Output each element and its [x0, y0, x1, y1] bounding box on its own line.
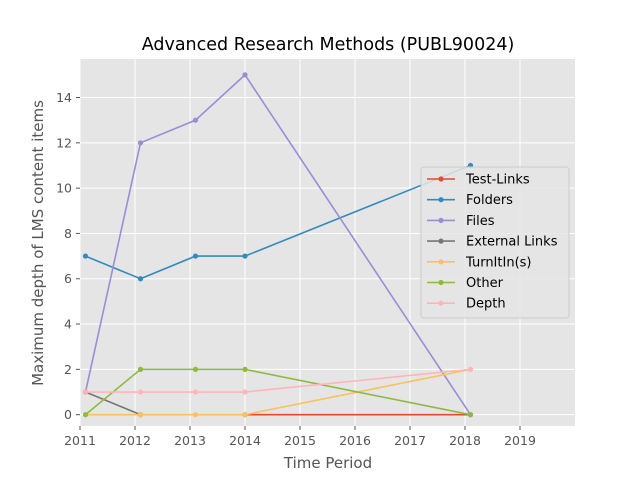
data-point — [137, 276, 144, 282]
series-depth — [82, 366, 474, 395]
x-tick-label: 2015 — [284, 433, 316, 448]
legend-swatch-marker — [438, 217, 444, 223]
x-tick-label: 2017 — [394, 433, 426, 448]
data-point — [82, 389, 89, 395]
x-tick-label: 2014 — [229, 433, 261, 448]
legend-item: External Links — [427, 235, 558, 250]
legend-swatch-marker — [438, 176, 444, 182]
legend-item: Depth — [427, 297, 506, 312]
data-point — [137, 366, 144, 372]
legend-label: TurnItIn(s) — [465, 255, 531, 270]
legend-label: Folders — [466, 193, 513, 208]
y-tick-label: 10 — [56, 181, 72, 196]
chart-title: Advanced Research Methods (PUBL90024) — [142, 35, 515, 55]
data-point — [242, 72, 248, 78]
data-point — [467, 366, 474, 372]
legend-swatch-marker — [438, 197, 444, 203]
x-tick-label: 2012 — [119, 433, 151, 448]
legend-item: Folders — [427, 193, 513, 208]
y-tick-label: 14 — [56, 90, 72, 105]
y-tick-label: 4 — [64, 317, 72, 332]
x-axis-ticks: 2011 2012 2013 2014 2015 2016 2017 2018 2019 — [64, 426, 536, 448]
y-tick-label: 12 — [56, 135, 72, 150]
data-point — [82, 412, 89, 418]
y-tick-label: 2 — [64, 362, 72, 377]
data-point — [467, 412, 474, 418]
legend-swatch-marker — [438, 259, 444, 265]
x-axis-label: Time Period — [283, 454, 372, 472]
data-point — [242, 366, 248, 372]
legend-item: Test-Links — [427, 173, 530, 188]
series-layer — [82, 72, 474, 418]
legend-label: Test-Links — [465, 173, 530, 188]
legend-label: Other — [466, 276, 504, 291]
y-tick-label: 0 — [64, 407, 72, 422]
legend-item: Other — [427, 276, 504, 291]
legend-swatch-marker — [438, 279, 444, 286]
legend: Test-Links Folders Files External Links Turn… — [420, 166, 570, 319]
y-tick-label: 8 — [64, 226, 72, 241]
data-point — [192, 389, 199, 395]
x-tick-label: 2011 — [64, 433, 96, 448]
data-point — [137, 389, 144, 395]
series-line — [85, 391, 141, 416]
legend-label: Depth — [466, 297, 506, 312]
data-point — [242, 412, 248, 418]
legend-label: Files — [466, 214, 495, 229]
data-point — [137, 140, 144, 146]
data-point — [192, 366, 199, 372]
legend-label: External Links — [466, 235, 558, 250]
legend-swatch-marker — [438, 238, 444, 244]
data-point — [192, 412, 199, 418]
y-axis-ticks: 0 2 4 6 8 10 12 14 — [56, 90, 80, 422]
y-axis-label: Maximum depth of LMS content items — [29, 100, 47, 386]
x-tick-label: 2018 — [449, 433, 481, 448]
data-point — [82, 253, 89, 259]
x-tick-label: 2016 — [339, 433, 371, 448]
legend-item: TurnItIn(s) — [427, 255, 531, 270]
data-point — [192, 253, 199, 259]
data-point — [242, 253, 248, 259]
data-point — [137, 412, 144, 418]
data-point — [242, 389, 248, 395]
legend-swatch-marker — [438, 300, 444, 306]
legend-item: Files — [427, 214, 495, 229]
legend-box — [420, 166, 570, 319]
x-tick-label: 2013 — [174, 433, 206, 448]
x-tick-label: 2019 — [504, 433, 536, 448]
y-tick-label: 6 — [64, 271, 72, 286]
data-point — [192, 117, 199, 123]
